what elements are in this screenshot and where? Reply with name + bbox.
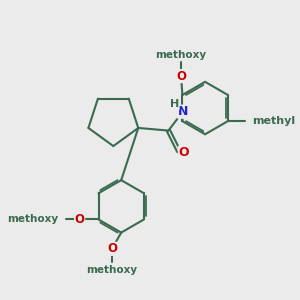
- Text: O: O: [75, 213, 85, 226]
- Text: H: H: [170, 99, 179, 110]
- Text: O: O: [176, 70, 186, 83]
- Text: methoxy: methoxy: [8, 214, 59, 224]
- Text: N: N: [178, 105, 188, 118]
- Text: methoxy: methoxy: [155, 50, 207, 60]
- Text: methoxy: methoxy: [86, 265, 138, 275]
- Text: O: O: [107, 242, 117, 255]
- Text: methyl: methyl: [252, 116, 295, 126]
- Text: O: O: [178, 146, 189, 159]
